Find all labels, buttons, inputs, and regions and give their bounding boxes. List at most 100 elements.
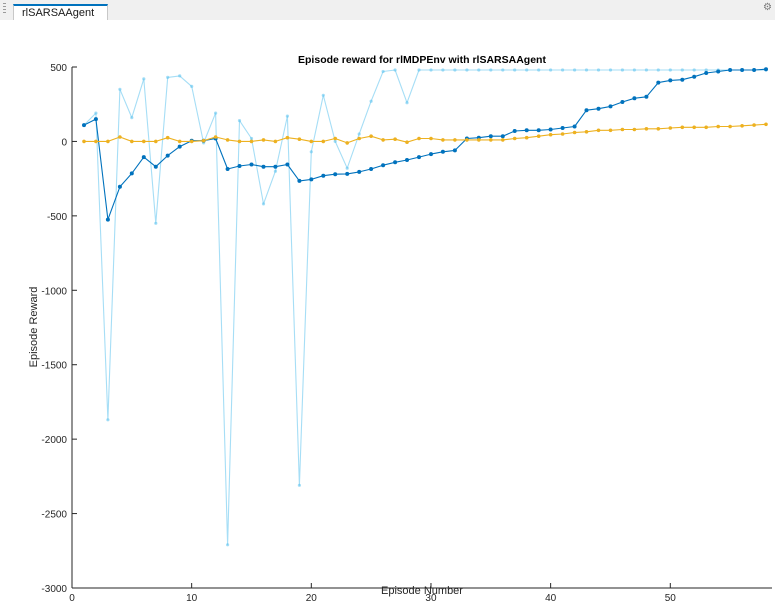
- series-3-point: [584, 130, 589, 134]
- series-1-point: [620, 68, 625, 72]
- series-3-point: [249, 139, 254, 144]
- figure-area: -3000 -2500 -2000 -1500 -1000 -500 0 500 0 10 20 30…: [0, 20, 775, 603]
- series-2-point: [680, 77, 685, 82]
- series-3-point: [728, 124, 732, 129]
- series-2-point: [584, 108, 589, 113]
- series-1-point: [680, 68, 684, 72]
- series-2-point: [417, 155, 421, 160]
- series-2-point: [261, 164, 266, 169]
- series-3-point: [237, 139, 242, 144]
- series-2-point: [668, 78, 673, 83]
- series-1-point: [94, 111, 98, 115]
- chart-title: Episode reward for rlMDPEnv with rlSARSA…: [298, 54, 546, 66]
- series-3-point: [596, 128, 601, 133]
- series-2-point: [177, 144, 182, 149]
- series-2-point: [728, 68, 733, 72]
- series-3-point: [692, 125, 696, 130]
- x-tick-label: 40: [545, 593, 557, 603]
- series-1-point: [393, 68, 397, 72]
- y-tick-label: -2000: [41, 435, 67, 446]
- series-1-point: [214, 111, 218, 115]
- series-3-point: [201, 138, 206, 143]
- series-2-point: [273, 164, 278, 169]
- series-3-point: [345, 141, 350, 145]
- series-2-point: [141, 155, 146, 160]
- x-tick-label: 50: [665, 593, 677, 603]
- series-2-point: [153, 164, 158, 169]
- series-2-point: [632, 96, 637, 101]
- series-1-point: [692, 68, 696, 72]
- series-1-point: [417, 68, 421, 72]
- series-1-point: [130, 116, 134, 120]
- series-2-point: [345, 171, 350, 176]
- series-3-point: [321, 139, 326, 144]
- series-2-point: [752, 68, 757, 72]
- x-tick-label: 30: [425, 593, 437, 603]
- series-2-point: [309, 177, 314, 182]
- x-tick-label: 0: [69, 593, 75, 603]
- series-1-point: [106, 418, 110, 422]
- series-1-point: [261, 202, 266, 206]
- series-2-point: [740, 68, 745, 72]
- series-3-point: [369, 134, 373, 138]
- series-2-point: [129, 171, 134, 176]
- series-1-point: [381, 69, 385, 74]
- series-3-point: [82, 139, 86, 144]
- y-tick-label: 500: [50, 63, 67, 74]
- series-3-point: [213, 135, 218, 139]
- series-2-point: [656, 80, 661, 85]
- series-1-point: [501, 68, 505, 72]
- series-1-point: [178, 74, 182, 78]
- series-3-point: [560, 132, 565, 136]
- gear-icon[interactable]: ⚙: [763, 2, 772, 13]
- series-2-point: [333, 172, 338, 177]
- series-2-point: [452, 148, 457, 153]
- series-3-point: [94, 139, 98, 144]
- series-1-point: [596, 68, 601, 72]
- series-1-point: [525, 68, 529, 72]
- series-1-point: [405, 101, 409, 105]
- series-1-point: [584, 68, 589, 72]
- series-1-point: [453, 68, 457, 72]
- series-3-point: [477, 138, 481, 142]
- series-3-point: [608, 128, 613, 133]
- y-axis-label: Episode Reward: [28, 287, 40, 368]
- series-3-point: [632, 127, 637, 132]
- series-1-point: [656, 68, 660, 72]
- tab-rlsarsaagent[interactable]: rlSARSAAgent: [13, 4, 108, 20]
- series-2-point: [93, 117, 98, 122]
- series-3-point: [225, 138, 230, 142]
- series-2-point: [369, 167, 374, 171]
- series-2-point: [596, 106, 601, 111]
- series-3-point: [417, 136, 421, 141]
- series-1-point: [142, 77, 146, 81]
- series-2-point: [692, 74, 697, 79]
- series-3-point: [764, 122, 768, 127]
- series-3-point: [489, 138, 493, 142]
- series-3-point: [704, 125, 708, 130]
- series-3-point: [453, 138, 457, 142]
- series-3-point: [501, 138, 505, 142]
- x-tick-label: 10: [186, 593, 198, 603]
- series-2-point: [105, 217, 110, 222]
- drag-grip-icon[interactable]: [2, 2, 8, 16]
- series-2-point: [500, 134, 505, 139]
- series-1-point: [561, 68, 565, 72]
- series-2-point: [512, 129, 517, 133]
- x-tick-label: 20: [306, 593, 318, 603]
- series-3-point: [512, 136, 517, 141]
- series-3-point: [740, 124, 744, 128]
- series-3-point: [548, 132, 553, 137]
- series-3-point: [716, 124, 720, 129]
- y-tick-label: -1500: [41, 361, 67, 372]
- series-3-point: [285, 135, 290, 140]
- series-2-point: [381, 163, 386, 168]
- series-3-point: [524, 135, 529, 140]
- y-tick-label: -2500: [41, 510, 67, 521]
- y-tick-label: -1000: [41, 286, 67, 297]
- series-2-point: [524, 128, 529, 133]
- series-1-point: [477, 68, 481, 72]
- y-tick-label: 0: [61, 137, 67, 148]
- series-1-point: [489, 68, 493, 72]
- series-1-point: [226, 543, 230, 547]
